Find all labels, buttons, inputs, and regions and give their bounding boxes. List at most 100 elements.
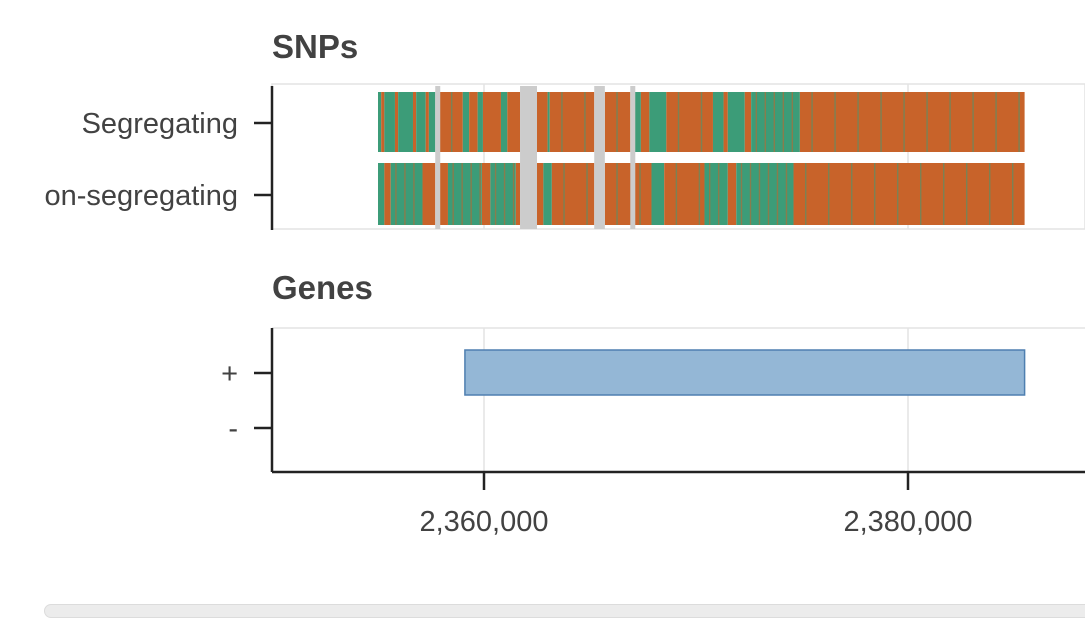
snp-line [897,163,899,225]
snp-segment [793,163,1025,225]
snp-y-axis: Segregating on-segregating [45,86,274,230]
snp-texture-1 [395,163,1014,225]
snp-line [857,92,859,152]
snp-line [785,163,788,225]
snp-segment [439,163,448,225]
snp-segment [378,92,382,152]
snp-segment [640,92,650,152]
snp-line [639,163,641,225]
snp-segment [666,92,713,152]
snp-line [717,163,720,225]
gene-axes: + - 2,360,000 2,380,000 [221,328,1085,538]
snp-line [995,92,997,152]
gene-bar-0 [464,349,1026,396]
snp-gap-3 [630,86,636,229]
snp-y-tick-label-1: on-segregating [45,180,238,212]
snp-line [563,163,565,225]
snp-segment [604,163,652,225]
snp-line [586,163,588,225]
snp-line [584,92,586,152]
snp-line [708,163,711,225]
snp-segment [723,92,728,152]
snp-segment [736,163,794,225]
snp-line [1012,163,1014,225]
snp-line [851,163,853,225]
snp-line [773,92,776,152]
snp-segment [551,163,595,225]
snp-line [758,163,761,225]
snp-line [989,163,991,225]
snp-line [834,92,836,152]
snp-segment [547,92,550,152]
snp-line [874,163,876,225]
snp-segment [799,92,1025,152]
gene-x-tick-label-1: 2,380,000 [843,506,972,538]
snp-gap-0 [435,86,441,229]
snp-segment [543,163,552,225]
snp-line [452,163,454,225]
gene-y-tick-label-0: + [221,358,238,390]
snp-segment [490,163,516,225]
snp-line [966,163,968,225]
snp-segment [744,92,752,152]
genes-panel-title: Genes [272,269,373,306]
snp-line [461,163,463,225]
snp-segment [477,92,483,152]
snp-segment [712,92,724,152]
snp-gap-1 [520,86,537,229]
snp-segment [515,163,521,225]
snp-line [616,163,618,225]
snp-y-tick-label-0: Segregating [82,108,238,140]
snp-segment [398,92,413,152]
snp-segment [416,92,426,152]
snp-segment [469,92,478,152]
snp-line [677,92,680,152]
snp-line [494,163,497,225]
snp-line [972,92,974,152]
snp-line [1018,92,1020,152]
snp-segment [727,92,745,152]
snp-gap-2 [594,86,605,229]
snp-line [926,92,928,152]
snp-line [450,92,453,152]
snp-line [949,92,951,152]
snp-segment [727,163,737,225]
snp-segment [412,92,417,152]
snp-line [404,163,406,225]
snp-line [700,92,703,152]
snp-line [903,92,905,152]
snp-line [776,163,779,225]
gene-y-tick-label-1: - [228,413,238,445]
snp-segment [633,92,641,152]
snp-line [395,163,397,225]
snp-line [811,92,813,152]
snp-segment [482,92,501,152]
snp-line [920,163,922,225]
snp-gap-regions [435,86,636,229]
snp-line [675,163,678,225]
snp-line [767,163,770,225]
snp-segment [381,92,385,152]
snp-line [755,92,758,152]
snp-line [764,92,767,152]
snp-line [479,163,481,225]
snp-line [791,92,794,152]
snp-line [740,163,743,225]
snp-track-1 [378,163,1025,225]
snp-segment [651,163,665,225]
snp-line [782,92,785,152]
snp-line [413,163,415,225]
snp-segment [481,163,491,225]
snp-segment [704,163,728,225]
snp-segment [549,92,595,152]
snp-line [616,92,618,152]
snp-segment [507,92,521,152]
bottom-scroll-strip [44,604,1085,618]
snp-segment [394,92,399,152]
snp-segment [378,163,385,225]
snp-line [828,163,830,225]
snp-segment [428,92,436,152]
snp-track-0 [378,92,1025,152]
snp-line [805,163,807,225]
